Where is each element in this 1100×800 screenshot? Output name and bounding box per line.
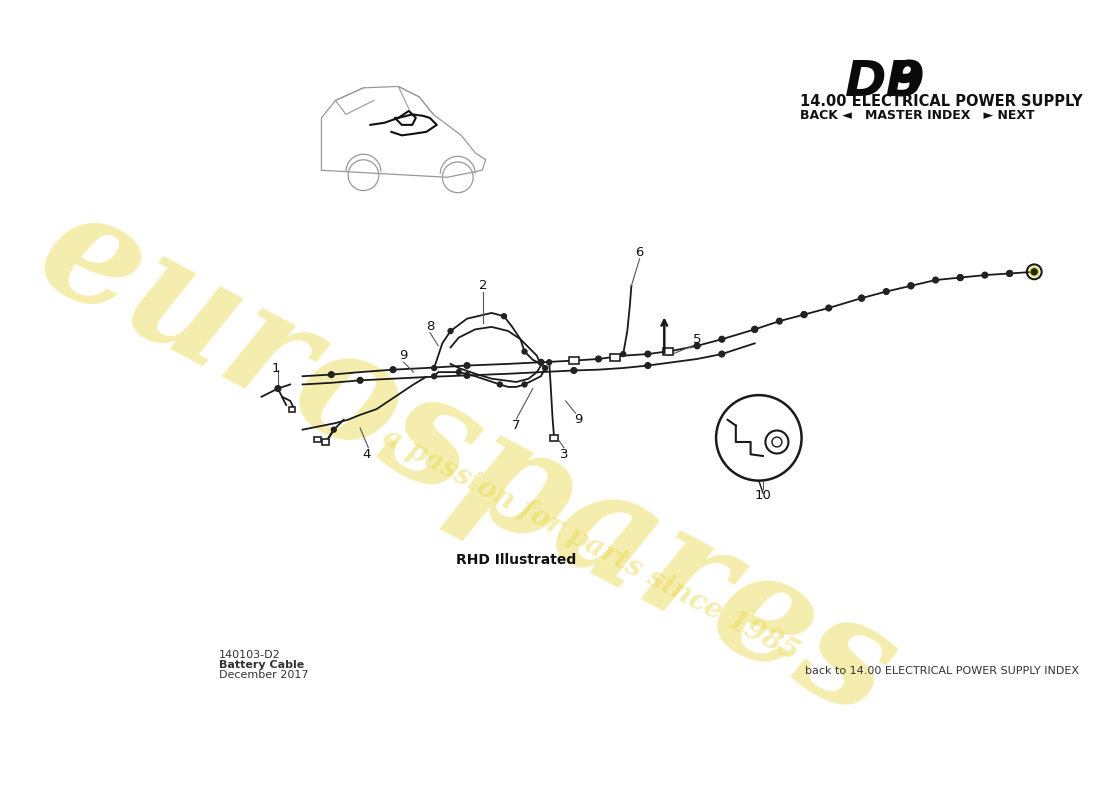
Text: 7: 7: [513, 419, 520, 432]
Circle shape: [431, 374, 437, 378]
Text: 10: 10: [755, 489, 771, 502]
Circle shape: [1032, 269, 1037, 274]
Text: 8: 8: [426, 321, 434, 334]
Text: 3: 3: [560, 448, 569, 461]
Text: DB: DB: [845, 58, 925, 106]
Circle shape: [719, 351, 725, 357]
Circle shape: [933, 277, 938, 283]
Text: 9: 9: [574, 414, 582, 426]
Circle shape: [456, 370, 461, 374]
Circle shape: [1006, 270, 1012, 276]
Circle shape: [1030, 268, 1038, 276]
Circle shape: [538, 359, 543, 365]
Circle shape: [464, 373, 470, 378]
Circle shape: [522, 382, 527, 387]
Bar: [569, 357, 579, 364]
Circle shape: [645, 351, 651, 357]
Circle shape: [801, 312, 807, 318]
Circle shape: [751, 326, 758, 332]
Circle shape: [522, 349, 527, 354]
Text: December 2017: December 2017: [219, 670, 308, 680]
Circle shape: [982, 272, 988, 278]
Text: 4: 4: [363, 448, 371, 461]
Circle shape: [358, 378, 363, 383]
Text: RHD Illustrated: RHD Illustrated: [456, 553, 576, 567]
Circle shape: [547, 360, 552, 365]
Text: 5: 5: [693, 333, 702, 346]
Text: BACK ◄   MASTER INDEX   ► NEXT: BACK ◄ MASTER INDEX ► NEXT: [800, 109, 1035, 122]
Circle shape: [542, 366, 548, 370]
Circle shape: [908, 283, 914, 289]
Text: 9: 9: [890, 58, 925, 106]
Circle shape: [957, 274, 964, 281]
Bar: [322, 439, 329, 445]
Circle shape: [329, 372, 334, 378]
Text: Battery Cable: Battery Cable: [219, 660, 304, 670]
Circle shape: [431, 366, 437, 370]
Circle shape: [716, 395, 802, 481]
Circle shape: [859, 295, 865, 301]
Circle shape: [502, 314, 506, 318]
Bar: [610, 354, 620, 361]
Circle shape: [957, 274, 964, 281]
Circle shape: [464, 362, 470, 369]
Text: a passion for parts since 1985: a passion for parts since 1985: [377, 423, 803, 666]
Circle shape: [390, 366, 396, 373]
Text: 2: 2: [480, 279, 487, 292]
Circle shape: [777, 318, 782, 324]
Bar: [550, 435, 558, 441]
Circle shape: [719, 336, 725, 342]
Circle shape: [645, 362, 651, 369]
Circle shape: [275, 386, 280, 391]
Circle shape: [497, 382, 503, 387]
Circle shape: [331, 427, 337, 432]
Text: back to 14.00 ELECTRICAL POWER SUPPLY INDEX: back to 14.00 ELECTRICAL POWER SUPPLY IN…: [805, 666, 1079, 676]
Text: 9: 9: [398, 349, 407, 362]
Circle shape: [595, 356, 602, 362]
Circle shape: [448, 329, 453, 334]
Text: 14.00 ELECTRICAL POWER SUPPLY: 14.00 ELECTRICAL POWER SUPPLY: [800, 94, 1082, 110]
Circle shape: [859, 295, 865, 301]
Circle shape: [751, 326, 758, 332]
Circle shape: [1006, 270, 1012, 276]
Circle shape: [694, 343, 700, 349]
Circle shape: [883, 289, 889, 294]
Text: 1: 1: [272, 362, 280, 374]
Circle shape: [801, 312, 807, 318]
Circle shape: [826, 305, 832, 311]
Circle shape: [571, 367, 576, 374]
Bar: [314, 437, 321, 442]
Bar: [663, 348, 673, 355]
Text: eurospares: eurospares: [14, 174, 920, 750]
Circle shape: [908, 283, 914, 289]
Circle shape: [620, 351, 626, 357]
Bar: [288, 406, 295, 411]
Text: 6: 6: [636, 246, 644, 259]
Text: 140103-D2: 140103-D2: [219, 650, 280, 660]
